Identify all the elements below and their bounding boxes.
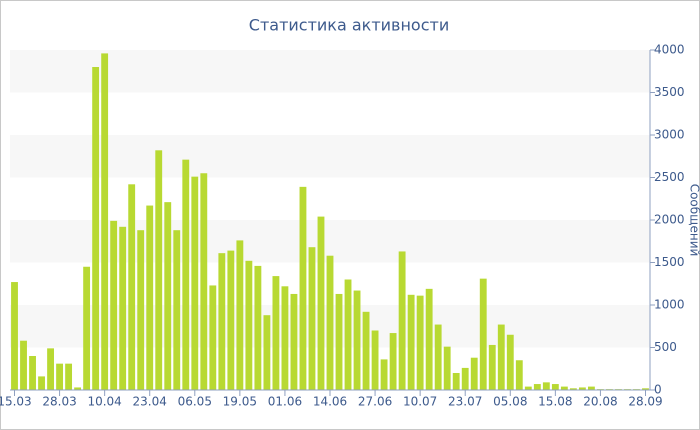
bar [128,184,136,390]
bar [389,333,397,390]
bar [20,340,27,390]
y-tick-label: 3000 [654,128,685,142]
x-tick-label: 23.04 [133,395,167,409]
plot-band [10,135,650,178]
chart-title: Статистика активности [249,16,449,35]
bar [119,226,127,390]
x-tick-label: 19.05 [223,395,257,409]
bar [533,384,541,390]
bar [578,387,586,390]
bar [209,285,217,390]
bar [524,386,532,390]
y-tick-label: 1000 [654,298,685,312]
bar [488,344,496,390]
bar [497,324,505,390]
bar [362,311,370,390]
bar [218,253,226,390]
bar [47,348,54,390]
bar [344,279,352,390]
bar [254,265,262,390]
y-tick-label: 500 [654,340,677,354]
bar [164,202,172,390]
y-tick-label: 4000 [654,43,685,57]
bar [551,384,559,390]
bar [101,53,109,391]
x-tick-label: 05.08 [493,395,527,409]
x-tick-label: 10.07 [403,395,437,409]
plot-band [10,50,650,93]
bar [236,240,244,390]
bar [227,250,235,390]
x-tick-label: 15.08 [538,395,572,409]
bar [452,373,460,390]
bar [272,276,280,390]
bar [515,360,523,390]
bar [443,346,451,390]
x-tick-label: 15.03 [0,395,32,409]
bar [308,247,316,390]
bar [506,334,514,390]
bar [317,216,325,390]
bar [182,159,190,390]
bar [29,356,36,390]
bar [416,295,424,390]
bar [245,260,253,390]
bar [110,220,118,390]
y-tick-label: 0 [654,383,662,397]
bar [587,386,595,390]
bar [380,359,388,390]
bar [371,330,379,390]
bar [398,251,406,390]
bar [137,230,145,390]
x-tick-label: 06.05 [178,395,212,409]
bar [146,205,154,390]
bar [470,357,478,390]
x-tick-label: 01.06 [268,395,302,409]
x-tick-label: 28.09 [628,395,662,409]
bar [200,173,208,390]
bar [461,367,469,390]
bar [83,266,91,390]
x-tick-label: 10.04 [87,395,121,409]
bar [38,376,45,390]
bar [434,324,442,390]
x-tick-label: 28.03 [42,395,76,409]
x-tick-label: 27.06 [358,395,392,409]
y-tick-label: 2500 [654,170,685,184]
bar [479,278,487,390]
bar [281,286,289,390]
y-tick-label: 3500 [654,85,685,99]
bar [263,315,271,390]
bar [74,387,82,390]
bar [299,186,307,390]
y-tick-label: 1500 [654,255,685,269]
bar [642,388,649,390]
y-axis-label: Сообщений [688,184,700,257]
bar [326,255,334,390]
bar [335,293,343,390]
bar [155,150,163,390]
bar [569,388,577,390]
bar [542,382,550,390]
y-tick-label: 2000 [654,213,685,227]
x-tick-label: 14.06 [313,395,347,409]
bar [290,293,298,390]
bar [11,282,18,390]
bar [65,363,73,390]
bar [425,288,433,390]
bar [407,294,415,390]
bar [560,386,568,390]
bar [92,67,100,390]
x-tick-label: 23.07 [448,395,482,409]
bar [56,363,64,390]
bar [191,176,199,390]
bar [173,230,181,390]
bar [353,290,361,390]
x-tick-label: 20.08 [583,395,617,409]
